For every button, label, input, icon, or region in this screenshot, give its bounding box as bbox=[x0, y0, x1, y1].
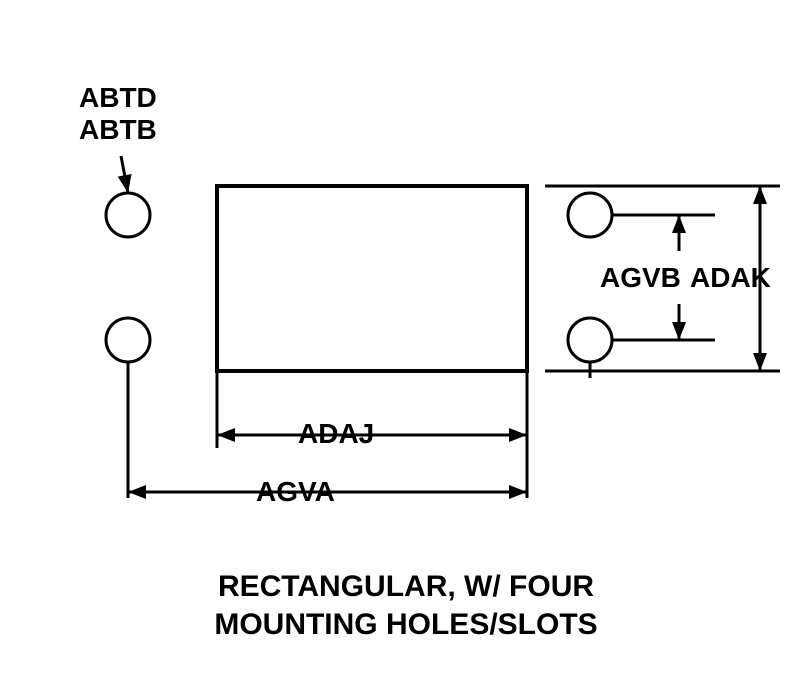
dim-label-adaj: ADAJ bbox=[298, 418, 374, 450]
dim-label-agva: AGVA bbox=[256, 476, 335, 508]
caption-line1: RECTANGULAR, W/ FOUR bbox=[0, 570, 812, 604]
dim-label-agvb: AGVB bbox=[600, 262, 681, 294]
dim-label-adak: ADAK bbox=[690, 262, 771, 294]
pointer-label-line2: ABTB bbox=[79, 114, 157, 146]
caption-line2: MOUNTING HOLES/SLOTS bbox=[0, 608, 812, 642]
technical-diagram: ABTD ABTB ADAK AGVB ADAJ AGVA RECTANGULA… bbox=[0, 0, 812, 696]
pointer-label-line1: ABTD bbox=[79, 82, 157, 114]
